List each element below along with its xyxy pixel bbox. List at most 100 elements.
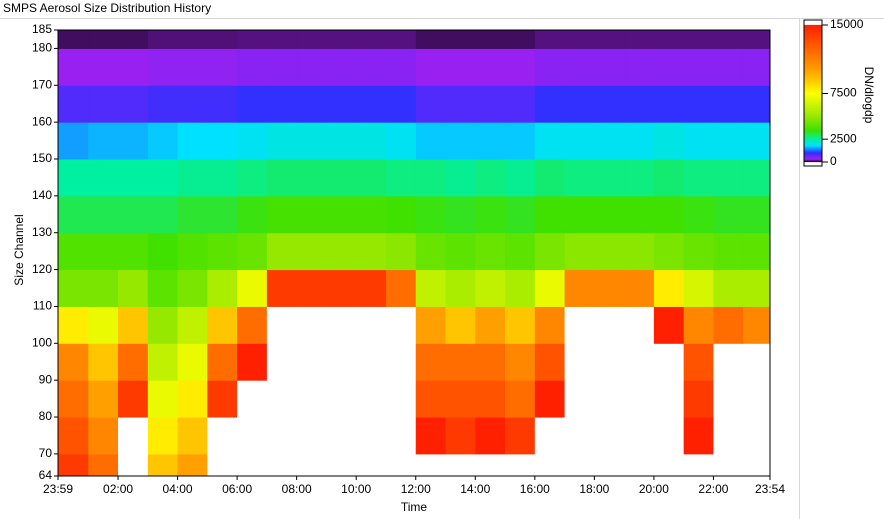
heatmap-cell	[415, 380, 447, 418]
heatmap-cell	[207, 48, 238, 86]
x-tick-label: 14:00	[460, 482, 490, 496]
heatmap-cell	[385, 122, 417, 160]
heatmap-cell	[653, 159, 685, 197]
colorbar-segment	[804, 37, 822, 40]
heatmap-cell	[534, 30, 566, 49]
colorbar-segment	[804, 78, 822, 81]
heatmap-cell	[177, 48, 208, 86]
colorbar-segment	[804, 93, 822, 96]
heatmap-cell	[683, 122, 714, 160]
colorbar-segment	[804, 44, 822, 47]
heatmap-cell	[594, 306, 625, 344]
heatmap-cell	[505, 306, 536, 344]
heatmap-cell	[296, 85, 327, 123]
heatmap-cell	[475, 306, 506, 344]
heatmap-cell	[118, 122, 149, 160]
colorbar-segment	[804, 45, 822, 48]
colorbar-segment	[804, 35, 822, 38]
colorbar-overflow	[804, 20, 822, 25]
colorbar-tick-label: 2500	[830, 131, 857, 145]
heatmap-cell	[177, 380, 208, 418]
colorbar-segment	[804, 154, 822, 157]
heatmap-cell	[743, 122, 771, 160]
colorbar-segment	[804, 110, 822, 113]
heatmap-cell	[475, 380, 506, 418]
heatmap-cell	[445, 306, 476, 344]
heatmap-cell	[445, 159, 476, 197]
heatmap-cell	[177, 30, 208, 49]
y-tick-label: 140	[32, 188, 52, 202]
heatmap-cell	[415, 343, 447, 381]
heatmap-cell	[713, 232, 744, 271]
colorbar-segment	[804, 82, 822, 85]
heatmap-cell	[88, 30, 119, 49]
colorbar-segment	[804, 81, 822, 84]
heatmap-cell	[88, 269, 119, 307]
heatmap-cell	[147, 159, 179, 197]
heatmap-cell	[534, 306, 566, 344]
heatmap-cell	[58, 306, 89, 344]
colorbar-segment	[804, 47, 822, 50]
heatmap-cell	[564, 195, 595, 234]
heatmap-cell	[88, 122, 119, 160]
heatmap-cell	[58, 417, 89, 455]
colorbar-segment	[804, 129, 822, 132]
heatmap-cell	[534, 417, 566, 455]
colorbar-segment	[804, 152, 822, 155]
x-tick-label: 12:00	[401, 482, 431, 496]
heatmap-cell	[743, 30, 771, 49]
heatmap-cell	[683, 417, 714, 455]
heatmap-cell	[743, 195, 771, 234]
colorbar-segment	[804, 83, 822, 86]
heatmap-cell	[713, 417, 744, 455]
heatmap-cell	[624, 269, 655, 307]
heatmap-cell	[475, 343, 506, 381]
heatmap-cell	[713, 48, 744, 86]
colorbar-segment	[804, 51, 822, 54]
heatmap-cell	[683, 306, 714, 344]
colorbar-segment	[804, 62, 822, 65]
colorbar-segment	[804, 59, 822, 62]
heatmap-cell	[683, 232, 714, 271]
colorbar-segment	[804, 86, 822, 89]
colorbar-segment	[804, 32, 822, 35]
heatmap-cell	[534, 343, 566, 381]
heatmap-cell	[505, 269, 536, 307]
y-tick-label: 120	[32, 262, 52, 276]
heatmap-cell	[147, 48, 179, 86]
heatmap-cell	[58, 343, 89, 381]
heatmap-cell	[266, 85, 298, 123]
heatmap-cell	[534, 232, 566, 271]
heatmap-cell	[177, 417, 208, 455]
heatmap-cell	[743, 269, 771, 307]
heatmap-cell	[385, 195, 417, 234]
colorbar-segment	[804, 53, 822, 56]
colorbar-segment	[804, 42, 822, 45]
colorbar-segment	[804, 49, 822, 52]
colorbar-segment	[804, 148, 822, 151]
heatmap-cell	[58, 269, 89, 307]
heatmap-cell	[207, 269, 238, 307]
colorbar-segment	[804, 101, 822, 104]
colorbar-segment	[804, 36, 822, 39]
heatmap-cell	[88, 453, 119, 477]
colorbar-segment	[804, 67, 822, 70]
colorbar-segment	[804, 72, 822, 75]
heatmap-cell	[683, 453, 714, 477]
heatmap-cell	[296, 343, 327, 381]
heatmap-cell	[445, 343, 476, 381]
heatmap-cell	[594, 343, 625, 381]
heatmap-cell	[534, 380, 566, 418]
y-tick-label: 150	[32, 151, 52, 165]
colorbar-segment	[804, 99, 822, 102]
heatmap-cell	[743, 343, 771, 381]
colorbar-segment	[804, 120, 822, 123]
heatmap-cell	[505, 343, 536, 381]
colorbar-segment	[804, 115, 822, 118]
colorbar-segment	[804, 40, 822, 43]
heatmap-cell	[207, 122, 238, 160]
colorbar-segment	[804, 90, 822, 93]
y-tick-label: 70	[39, 446, 53, 460]
heatmap-cell	[415, 30, 447, 49]
